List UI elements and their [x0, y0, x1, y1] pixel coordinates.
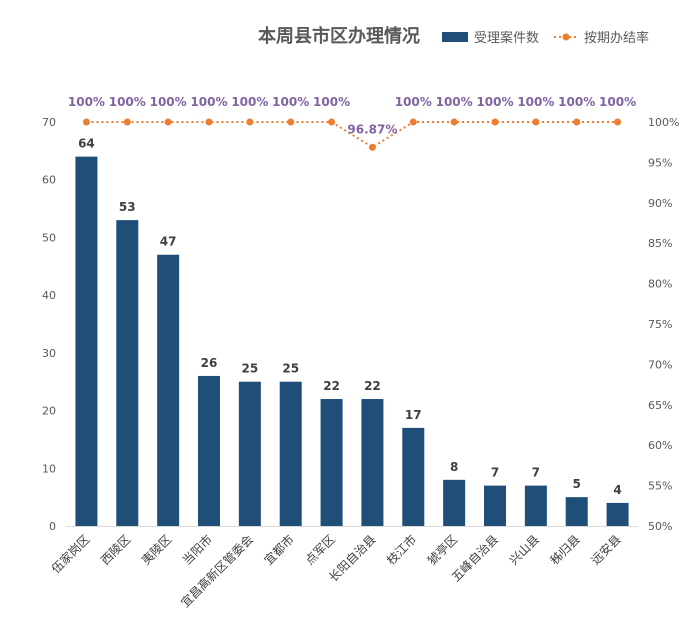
- y-left-tick-label: 30: [42, 347, 56, 360]
- rate-value-label: 100%: [231, 95, 268, 109]
- rate-value-label: 100%: [558, 95, 595, 109]
- rate-marker: [164, 118, 172, 126]
- x-tick-label: 枝江市: [383, 532, 419, 568]
- rate-value-label: 100%: [313, 95, 350, 109]
- bar-value-label: 53: [119, 200, 136, 214]
- rate-marker: [409, 118, 417, 126]
- bar-value-label: 26: [201, 356, 218, 370]
- bar: [402, 427, 425, 526]
- rate-value-label: 100%: [272, 95, 309, 109]
- legend-bar-swatch: [442, 32, 468, 42]
- x-tick-label: 猇亭区: [424, 532, 460, 568]
- bar-value-label: 17: [405, 408, 422, 422]
- y-left-tick-label: 60: [42, 174, 56, 187]
- bar-value-label: 22: [323, 379, 340, 393]
- y-right-tick-label: 80%: [648, 278, 672, 291]
- rate-marker: [532, 118, 540, 126]
- rate-marker: [287, 118, 295, 126]
- x-tick-label: 西陵区: [98, 532, 133, 567]
- rate-marker: [123, 118, 131, 126]
- rate-marker: [368, 143, 376, 151]
- x-tick-label: 宜昌高新区管委会: [177, 532, 255, 610]
- bar: [443, 479, 466, 526]
- bar: [116, 220, 139, 526]
- bar: [524, 485, 547, 526]
- rate-marker: [614, 118, 622, 126]
- bar-value-label: 5: [573, 477, 581, 491]
- bar-value-label: 7: [491, 466, 499, 480]
- rate-value-label: 100%: [109, 95, 146, 109]
- y-right-tick-label: 75%: [648, 318, 672, 331]
- y-right-tick-label: 60%: [648, 439, 672, 452]
- y-right-tick-label: 55%: [648, 480, 672, 493]
- legend-label: 受理案件数: [474, 31, 539, 46]
- x-tick-label: 秭归县: [547, 532, 582, 567]
- bar: [606, 502, 629, 526]
- rate-value-label: 100%: [517, 95, 554, 109]
- rate-marker: [491, 118, 499, 126]
- rate-marker: [450, 118, 458, 126]
- bar: [279, 381, 302, 526]
- y-left-tick-label: 50: [42, 231, 56, 244]
- bar: [361, 399, 384, 526]
- y-right-tick-label: 95%: [648, 156, 672, 169]
- rate-value-label: 100%: [68, 95, 105, 109]
- bar: [157, 254, 180, 526]
- x-tick-label: 伍家岗区: [48, 532, 93, 577]
- bar: [320, 399, 343, 526]
- rate-value-label: 100%: [476, 95, 513, 109]
- y-right-tick-label: 50%: [648, 520, 672, 533]
- x-tick-label: 点军区: [302, 532, 337, 567]
- bar: [484, 485, 506, 526]
- x-tick-label: 夷陵区: [138, 532, 174, 568]
- rate-value-label: 96.87%: [347, 122, 397, 136]
- rate-value-label: 100%: [150, 95, 187, 109]
- y-right-tick-label: 90%: [648, 197, 672, 210]
- y-right-tick-label: 85%: [648, 237, 672, 250]
- rate-value-label: 100%: [599, 95, 636, 109]
- bar: [238, 381, 261, 526]
- rate-marker: [246, 118, 254, 126]
- chart-title: 本周县市区办理情况: [258, 25, 420, 47]
- y-right-tick-label: 100%: [648, 116, 679, 129]
- legend-label: 按期办结率: [584, 30, 649, 46]
- bar-value-label: 4: [613, 483, 621, 497]
- rate-marker: [82, 118, 90, 126]
- rate-marker: [573, 118, 581, 126]
- x-tick-label: 远安县: [588, 532, 624, 568]
- rate-value-label: 100%: [436, 95, 473, 109]
- x-tick-label: 当阳市: [179, 532, 215, 568]
- bar-value-label: 7: [532, 466, 540, 480]
- y-right-tick-label: 65%: [648, 399, 672, 412]
- rate-value-label: 100%: [190, 95, 227, 109]
- y-right-tick-label: 70%: [648, 358, 672, 371]
- y-left-tick-label: 0: [49, 520, 56, 533]
- y-left-tick-label: 10: [42, 462, 56, 475]
- bar-value-label: 22: [364, 379, 381, 393]
- x-tick-label: 兴山县: [507, 532, 542, 567]
- legend-marker: [562, 33, 570, 41]
- rate-marker: [328, 118, 336, 126]
- y-left-tick-label: 20: [42, 405, 56, 418]
- bar-value-label: 47: [160, 235, 177, 249]
- bar-value-label: 8: [450, 460, 458, 474]
- bar: [565, 497, 588, 526]
- bar: [198, 375, 220, 526]
- rate-value-label: 100%: [395, 95, 432, 109]
- bar: [75, 156, 98, 526]
- y-left-tick-label: 40: [42, 289, 56, 302]
- x-tick-label: 宜都市: [261, 532, 297, 568]
- y-left-tick-label: 70: [42, 116, 56, 129]
- bar-value-label: 25: [242, 362, 259, 376]
- bar-value-label: 64: [78, 137, 95, 151]
- bar-value-label: 25: [282, 362, 299, 376]
- rate-marker: [205, 118, 213, 126]
